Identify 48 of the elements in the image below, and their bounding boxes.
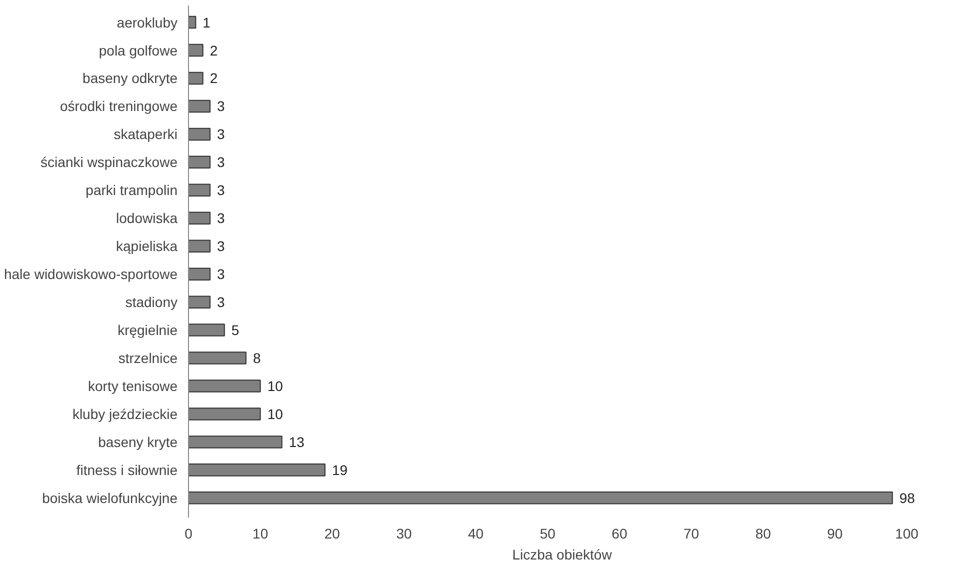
data-label: 5 [231, 322, 240, 338]
y-tick-label: fitness i siłownie [76, 462, 178, 478]
y-tick-label: parki trampolin [86, 182, 178, 198]
x-tick-label: 70 [684, 526, 700, 542]
x-tick-label: 80 [755, 526, 772, 542]
data-label: 3 [217, 238, 226, 254]
y-tick-label: strzelnice [118, 350, 178, 366]
data-label: 3 [217, 294, 226, 310]
y-tick-label: pola golfowe [98, 42, 178, 58]
data-label: 98 [899, 490, 916, 506]
data-label: 8 [252, 350, 261, 366]
data-label: 3 [217, 154, 226, 170]
data-label: 13 [288, 434, 305, 450]
y-tick-label: ścianki wspinaczkowe [40, 154, 178, 170]
y-tick-label: skataperki [114, 126, 178, 142]
y-tick-label: kluby jeździeckie [72, 406, 178, 422]
y-tick-label: baseny kryte [98, 434, 178, 450]
x-tick-label: 60 [612, 526, 628, 542]
data-label: 19 [332, 462, 348, 478]
x-axis-title: Liczba obiektów [512, 546, 613, 562]
data-label: 10 [267, 378, 284, 394]
y-tick-label: boiska wielofunkcyjne [42, 490, 178, 506]
data-label: 3 [217, 98, 226, 114]
x-tick-label: 50 [540, 526, 556, 542]
data-label: 3 [217, 182, 226, 198]
data-label: 1 [202, 14, 211, 30]
y-tick-label: stadiony [125, 294, 178, 310]
data-label: 2 [210, 42, 218, 58]
x-tick-label: 40 [468, 526, 484, 542]
x-tick-label: 10 [252, 526, 268, 542]
data-label: 3 [217, 210, 226, 226]
y-tick-label: lodowiska [116, 210, 178, 226]
y-tick-label: aerokluby [116, 14, 178, 30]
x-tick-label: 20 [324, 526, 340, 542]
data-label: 3 [217, 266, 226, 282]
data-label: 2 [210, 70, 218, 86]
y-tick-label: kąpieliska [116, 238, 178, 254]
x-tick-label: 100 [895, 526, 919, 542]
data-label: 3 [217, 126, 226, 142]
y-tick-label: korty tenisowe [88, 378, 178, 394]
x-tick-label: 30 [396, 526, 412, 542]
y-tick-label: hale widowiskowo-sportowe [4, 266, 178, 282]
y-tick-label: ośrodki treningowe [60, 98, 178, 114]
x-tick-label: 90 [827, 526, 843, 542]
x-tick-label: 0 [184, 526, 193, 542]
data-label: 10 [267, 406, 284, 422]
y-tick-label: baseny odkryte [82, 70, 178, 86]
y-tick-label: kręgielnie [118, 322, 178, 338]
